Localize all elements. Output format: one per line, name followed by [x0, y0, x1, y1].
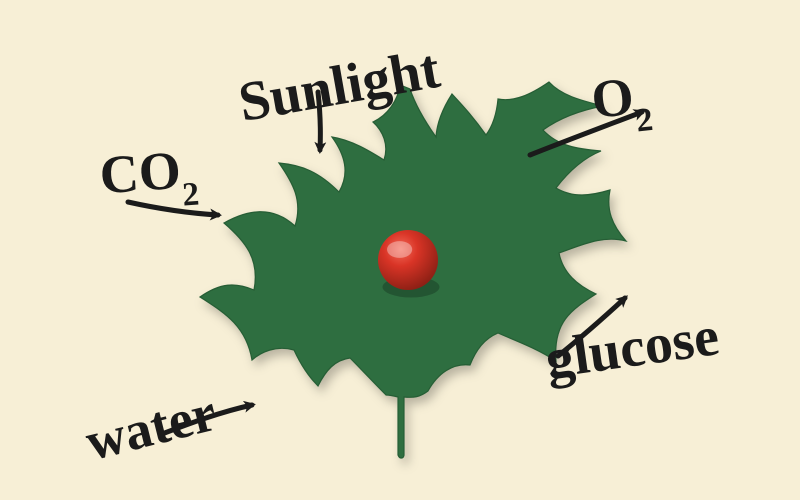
label-o2-subscript: 2: [634, 101, 655, 140]
label-o2-text: O: [589, 66, 637, 130]
label-co2-subscript: 2: [181, 175, 200, 213]
red-pin: [378, 230, 440, 298]
pin-highlight: [387, 241, 412, 258]
label-o2: O2: [589, 67, 654, 136]
label-co2: CO2: [98, 142, 200, 212]
pin-body: [378, 230, 438, 290]
label-co2-text: CO: [98, 140, 183, 206]
